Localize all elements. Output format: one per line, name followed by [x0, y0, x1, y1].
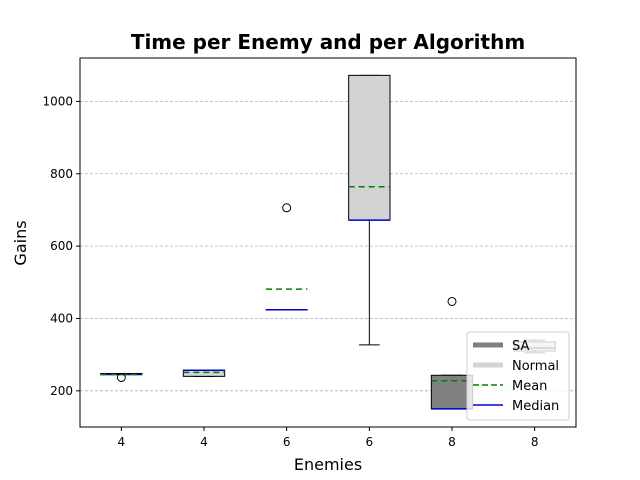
box-sa-8 — [430, 296, 474, 410]
legend: SA Normal Mean Median — [466, 331, 570, 421]
box-sa-6 — [265, 203, 308, 311]
box-body — [348, 74, 391, 221]
x-tick-label: 8 — [531, 435, 539, 449]
y-tick-label: 800 — [50, 167, 73, 181]
y-axis-label: Gains — [11, 220, 30, 265]
y-tick-label: 1000 — [42, 94, 73, 108]
grid — [80, 101, 576, 392]
plot-frame — [79, 57, 577, 428]
y-tick-label: 400 — [50, 311, 73, 325]
legend-item-sa: SA — [473, 339, 529, 354]
x-tick-label: 8 — [448, 435, 456, 449]
x-tick-label: 4 — [200, 435, 208, 449]
legend-item-normal: Normal — [473, 359, 559, 374]
box-sa-4 — [100, 372, 143, 382]
boxes — [100, 74, 556, 410]
chart-title: Time per Enemy and per Algorithm — [131, 30, 525, 54]
legend-item-median: Median — [473, 399, 559, 414]
outlier-point — [447, 296, 457, 306]
legend-label: Normal — [512, 359, 559, 374]
y-axis: 200 400 600 800 1000 — [42, 94, 80, 398]
legend-frame — [466, 331, 570, 421]
legend-label: Median — [512, 399, 559, 414]
x-tick-label: 6 — [366, 435, 374, 449]
legend-item-mean: Mean — [473, 379, 547, 394]
x-axis-label: Enemies — [294, 455, 362, 474]
x-tick-label: 6 — [283, 435, 291, 449]
x-axis: 4 4 6 6 8 8 — [118, 427, 539, 449]
box-normal-6 — [348, 74, 391, 346]
legend-label: SA — [512, 339, 529, 354]
box-normal-4 — [182, 369, 226, 377]
x-tick-label: 4 — [118, 435, 126, 449]
outlier-point — [282, 203, 292, 213]
legend-label: Mean — [512, 379, 547, 394]
y-tick-label: 200 — [50, 384, 73, 398]
box-body — [182, 369, 226, 377]
y-tick-label: 600 — [50, 239, 73, 253]
outlier-point — [116, 372, 126, 382]
